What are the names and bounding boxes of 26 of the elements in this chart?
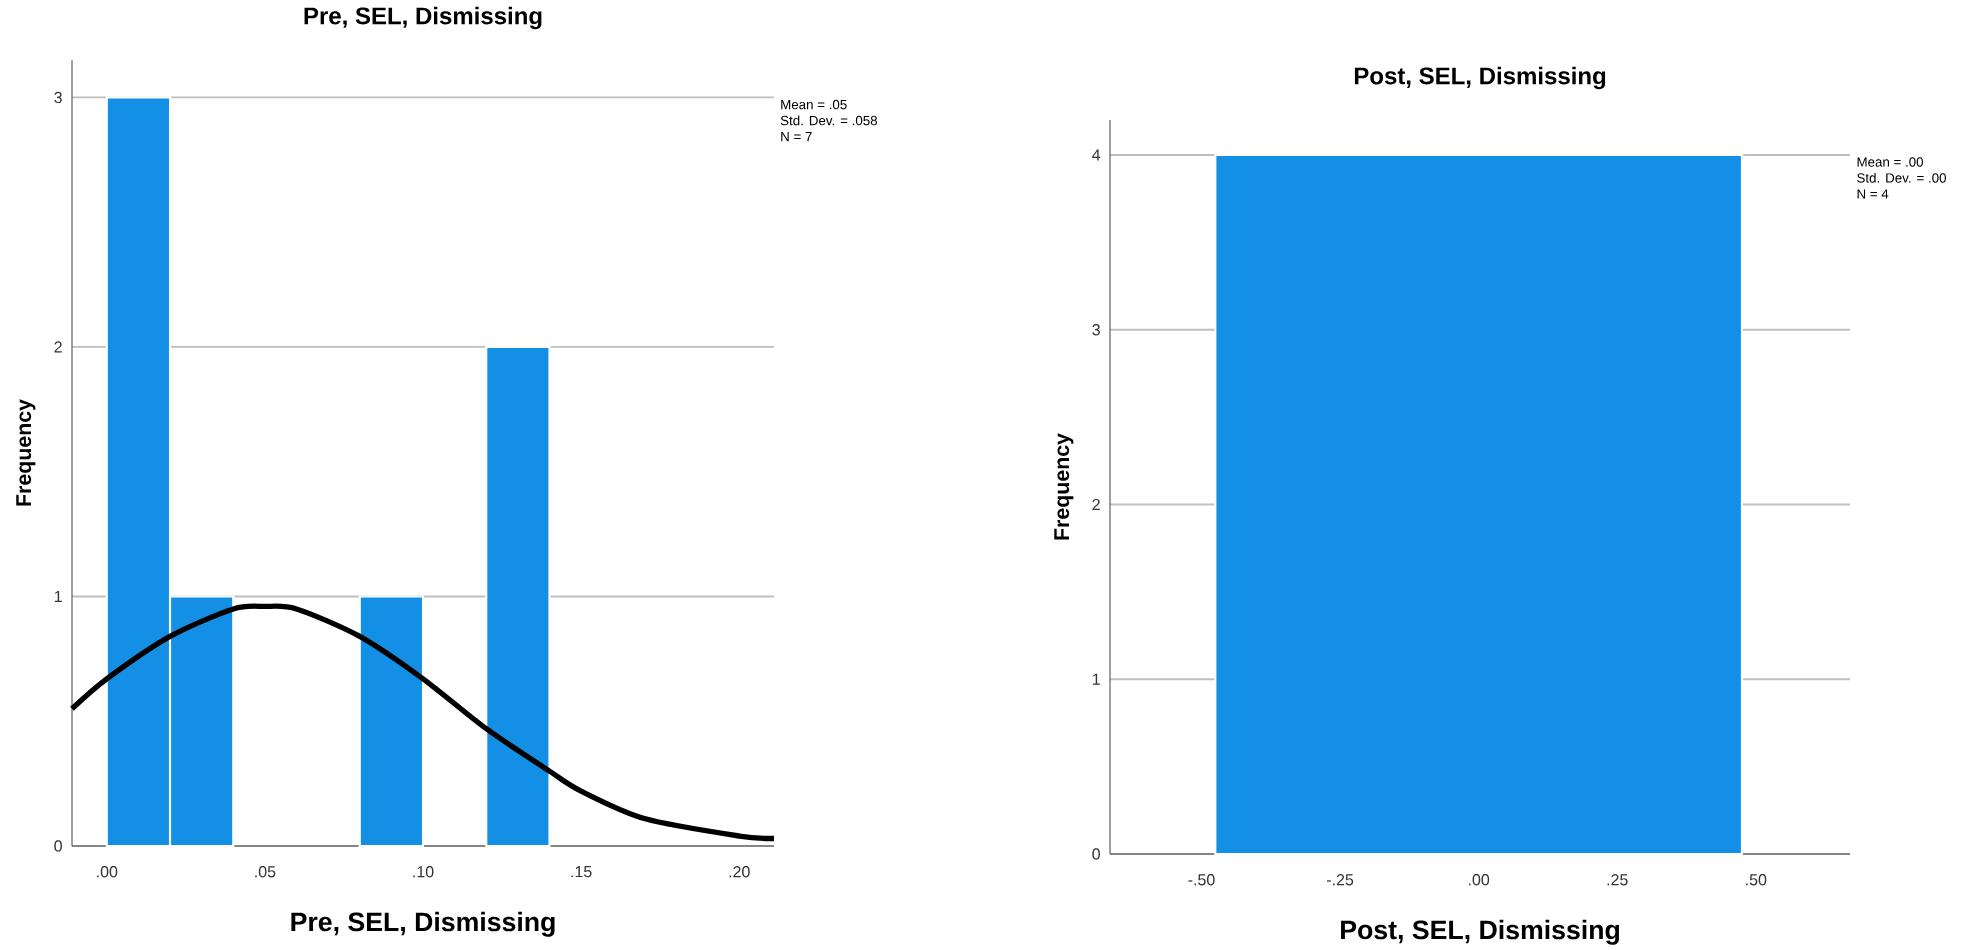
x-tick-label: .20 <box>729 866 750 878</box>
x-tick-label: .00 <box>1468 874 1490 886</box>
y-tick-label: 4 <box>1092 149 1101 161</box>
x-tick-label: .00 <box>97 866 118 878</box>
y-tick-label: 2 <box>1092 498 1100 511</box>
y-tick-label: 3 <box>54 91 62 104</box>
x-axis-title: Pre, SEL, Dismissing <box>291 911 555 937</box>
chart-title: Pre, SEL, Dismissing <box>304 6 542 30</box>
line-series <box>69 603 777 842</box>
x-tick-label: .10 <box>413 866 434 878</box>
x-tick-label: -.50 <box>1188 874 1215 886</box>
chart-title: Post, SEL, Dismissing <box>1354 66 1606 90</box>
x-axis-title: Post, SEL, Dismissing <box>1341 919 1620 945</box>
y-tick-label: 2 <box>54 341 62 353</box>
x-tick-label: -.25 <box>1326 874 1354 886</box>
y-tick-label: 0 <box>54 840 62 852</box>
y-tick-label: 1 <box>1092 673 1100 685</box>
x-tick-label: .50 <box>1746 874 1767 886</box>
x-tick-label: .15 <box>571 866 592 878</box>
x-tick-label: .05 <box>255 866 276 878</box>
y-tick-label: 1 <box>54 590 62 602</box>
y-axis-title: Frequency <box>1054 433 1074 540</box>
y-tick-label: 3 <box>1092 324 1100 336</box>
y-axis-title: Frequency <box>16 399 36 506</box>
y-tick-label: 0 <box>1092 848 1100 860</box>
x-tick-label: .25 <box>1607 874 1628 886</box>
